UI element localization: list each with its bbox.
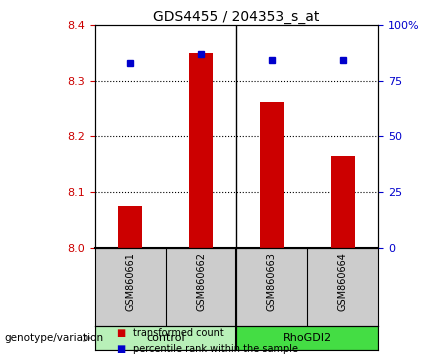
Text: percentile rank within the sample: percentile rank within the sample: [133, 344, 298, 354]
Text: control: control: [146, 333, 185, 343]
Text: GSM860664: GSM860664: [338, 252, 348, 310]
Text: GSM860662: GSM860662: [196, 252, 206, 311]
Text: ■: ■: [116, 328, 126, 338]
Text: GSM860661: GSM860661: [125, 252, 135, 310]
Bar: [95, 326, 237, 350]
Text: transformed count: transformed count: [133, 328, 224, 338]
Bar: [260, 102, 284, 248]
Text: ■: ■: [116, 344, 126, 354]
Text: RhoGDI2: RhoGDI2: [283, 333, 332, 343]
Bar: [189, 53, 213, 248]
Bar: [118, 206, 142, 248]
Bar: [237, 326, 378, 350]
Text: genotype/variation: genotype/variation: [4, 333, 104, 343]
Text: GSM860663: GSM860663: [267, 252, 277, 310]
Bar: [331, 156, 355, 248]
Title: GDS4455 / 204353_s_at: GDS4455 / 204353_s_at: [154, 10, 319, 24]
